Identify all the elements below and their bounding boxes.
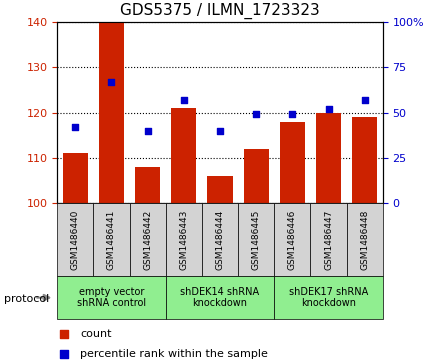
Bar [316,113,341,203]
Text: GSM1486440: GSM1486440 [71,209,80,270]
Text: GSM1486442: GSM1486442 [143,209,152,270]
Bar [99,22,124,203]
Bar [202,203,238,276]
Text: empty vector
shRNA control: empty vector shRNA control [77,287,146,309]
Text: GSM1486444: GSM1486444 [216,209,224,270]
Text: percentile rank within the sample: percentile rank within the sample [80,349,268,359]
Bar [135,167,160,203]
Bar [166,203,202,276]
Bar [243,149,269,203]
Text: GSM1486445: GSM1486445 [252,209,260,270]
Text: GSM1486441: GSM1486441 [107,209,116,270]
Bar [280,122,305,203]
Bar [238,203,274,276]
Point [60,351,67,357]
Text: shDEK14 shRNA
knockdown: shDEK14 shRNA knockdown [180,287,260,309]
Bar [171,108,197,203]
Bar [274,276,383,319]
Point [144,128,151,134]
Title: GDS5375 / ILMN_1723323: GDS5375 / ILMN_1723323 [120,3,320,19]
Bar [93,203,129,276]
Point [325,106,332,112]
Point [361,97,368,103]
Bar [207,176,233,203]
Bar [166,276,274,319]
Point [60,331,67,337]
Text: GSM1486446: GSM1486446 [288,209,297,270]
Text: GSM1486448: GSM1486448 [360,209,369,270]
Text: protocol: protocol [4,294,50,305]
Text: GSM1486443: GSM1486443 [180,209,188,270]
Bar [352,117,378,203]
Bar [62,154,88,203]
Point [289,111,296,117]
Bar [57,203,93,276]
Bar [347,203,383,276]
Bar [274,203,311,276]
Point [108,79,115,85]
Point [216,128,224,134]
Text: shDEK17 shRNA
knockdown: shDEK17 shRNA knockdown [289,287,368,309]
Text: count: count [80,329,111,339]
Text: GSM1486447: GSM1486447 [324,209,333,270]
Bar [57,276,166,319]
Point [180,97,187,103]
Bar [311,203,347,276]
Point [72,124,79,130]
Bar [129,203,166,276]
Point [253,111,260,117]
